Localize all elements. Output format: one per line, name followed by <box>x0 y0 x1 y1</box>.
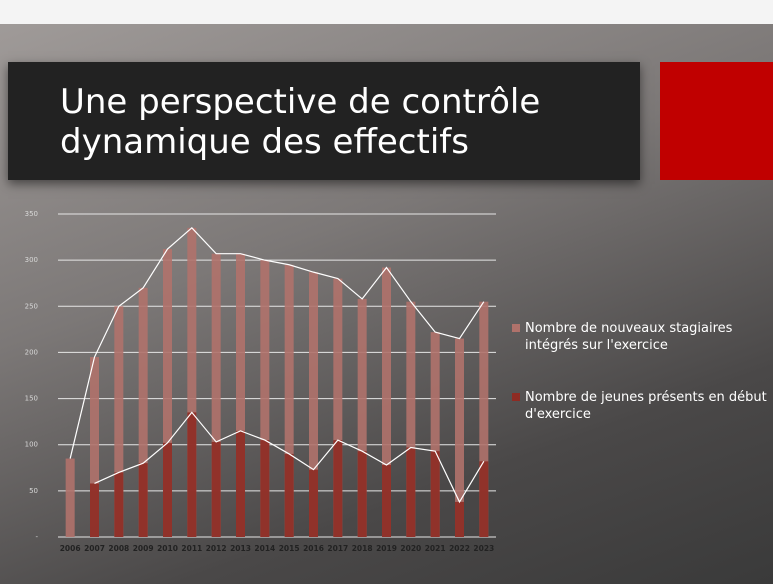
bar <box>211 441 221 537</box>
bar <box>382 267 391 537</box>
bar <box>65 458 75 537</box>
bar <box>163 442 172 537</box>
legend-item: Nombre de nouveaux stagiaires intégrés s… <box>512 320 767 354</box>
y-tick-label: 300 <box>25 256 38 264</box>
bar <box>211 253 221 537</box>
y-tick-label: 350 <box>25 210 38 218</box>
series-line <box>94 411 485 504</box>
x-tick-label: 2009 <box>133 544 154 553</box>
x-tick-label: 2017 <box>327 544 348 553</box>
x-tick-label: 2019 <box>376 544 397 553</box>
x-tick-label: 2015 <box>279 544 300 553</box>
y-tick-label: 150 <box>25 395 38 403</box>
bar <box>309 469 318 537</box>
x-tick-label: 2013 <box>230 544 251 553</box>
bar <box>333 440 343 537</box>
bar <box>430 332 440 537</box>
bar <box>236 430 245 537</box>
x-tick-label: 2007 <box>84 544 105 553</box>
bar <box>357 298 367 537</box>
bar <box>406 301 416 537</box>
bar <box>382 465 391 537</box>
bar <box>114 472 124 537</box>
legend-item: Nombre de jeunes présents en début d'exe… <box>512 389 767 423</box>
bar <box>187 227 197 538</box>
bar <box>138 287 148 537</box>
y-tick-label: 50 <box>29 487 38 495</box>
title-band <box>8 62 640 180</box>
legend-label: Nombre de nouveaux stagiaires intégrés s… <box>525 321 733 353</box>
x-tick-label: 2008 <box>108 544 129 553</box>
y-tick-label: - <box>35 533 38 541</box>
accent-box <box>660 62 773 180</box>
bar <box>333 278 343 537</box>
bar <box>138 463 148 537</box>
x-tick-label: 2016 <box>303 544 324 553</box>
legend-swatch <box>512 393 520 401</box>
bar <box>284 453 294 537</box>
bar <box>114 306 124 537</box>
x-tick-label: 2011 <box>181 544 202 553</box>
bar <box>260 440 270 537</box>
bar <box>430 451 440 537</box>
bar <box>90 357 99 537</box>
bar <box>284 264 294 537</box>
y-tick-label: 200 <box>25 348 38 356</box>
top-strip <box>0 0 773 24</box>
x-tick-label: 2020 <box>400 544 421 553</box>
bar <box>406 447 416 537</box>
x-tick-label: 2010 <box>157 544 178 553</box>
y-tick-label: 100 <box>25 441 38 449</box>
bar <box>455 338 464 537</box>
bar <box>90 483 99 537</box>
bar <box>309 272 318 537</box>
legend-swatch <box>512 324 520 332</box>
x-tick-label: 2012 <box>206 544 227 553</box>
bar <box>455 501 464 537</box>
x-tick-label: 2022 <box>449 544 470 553</box>
legend-label: Nombre de jeunes présents en début d'exe… <box>525 390 767 422</box>
series-line <box>69 227 485 459</box>
bar <box>163 249 172 537</box>
slide-title: Une perspective de contrôle dynamique de… <box>60 82 541 162</box>
x-tick-label: 2014 <box>254 544 275 553</box>
bar <box>479 461 489 537</box>
x-tick-label: 2023 <box>473 544 494 553</box>
y-tick-label: 250 <box>25 302 38 310</box>
x-tick-label: 2018 <box>352 544 373 553</box>
x-tick-label: 2021 <box>425 544 446 553</box>
bar <box>357 451 367 537</box>
bar <box>236 253 245 537</box>
bar <box>260 260 270 537</box>
x-tick-label: 2006 <box>60 544 81 553</box>
bar <box>479 301 489 537</box>
bar <box>187 412 197 537</box>
